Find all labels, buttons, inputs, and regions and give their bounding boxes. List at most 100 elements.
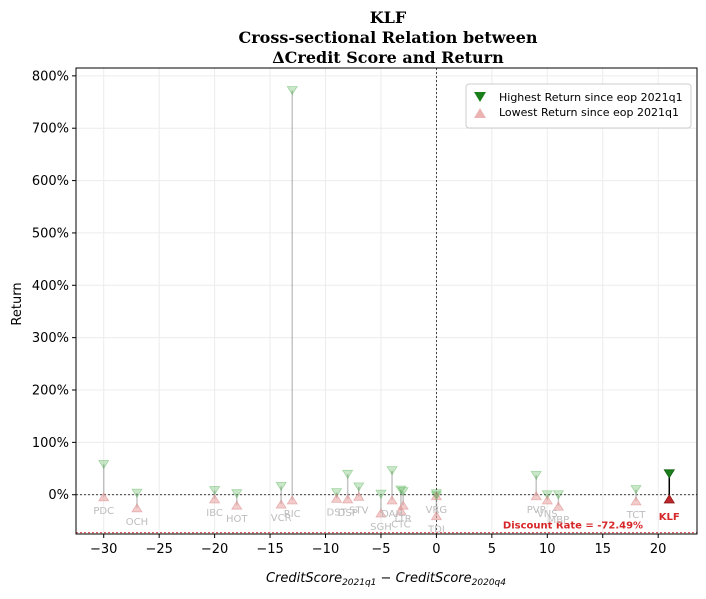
low-marker-KLF (663, 494, 675, 504)
low-marker-TDI (430, 510, 443, 521)
low-marker-TCT (630, 496, 642, 506)
low-marker-OCH (131, 503, 143, 513)
high-marker-DST (330, 488, 343, 498)
low-marker-DST (330, 493, 343, 503)
x-axis-label-main-1: CreditScore (266, 571, 342, 586)
high-marker-CTC (395, 485, 407, 495)
x-axis-label-sub-2: 2020q4 (472, 578, 507, 588)
high-marker-RIC (286, 86, 298, 96)
low-marker-VCR (275, 499, 287, 509)
high-marker-LTR (397, 487, 409, 497)
high-marker-TDI (430, 491, 443, 501)
low-marker-DAH (386, 495, 398, 505)
high-marker-SGH (375, 489, 387, 499)
company-label-TCT: TCT (626, 510, 647, 521)
x-tick-label-10: 20 (650, 542, 667, 557)
company-label-MBP: MBP (548, 515, 570, 526)
company-label-VNS: VNS (537, 509, 558, 520)
chart-title-line-1: KLF (370, 8, 407, 27)
x-axis-label: CreditScore2021q1 − CreditScore2020q4 (266, 571, 506, 588)
x-tick-label-1: −25 (145, 542, 172, 557)
discount-rate-label: Discount Rate = -72.49% (503, 521, 643, 532)
x-tick-label-2: −20 (201, 542, 228, 557)
x-tick-label-8: 10 (539, 542, 556, 557)
company-label-OCH: OCH (126, 517, 148, 528)
company-label-LTR: LTR (395, 514, 412, 525)
x-tick-label-9: 15 (594, 542, 611, 557)
return-range-stems (102, 90, 671, 516)
company-label-KLF: KLF (659, 512, 680, 523)
low-marker-PVP (530, 491, 542, 501)
y-tick-label-0: 0% (48, 488, 69, 503)
company-label-DAH: DAH (381, 509, 403, 520)
low-marker-VNS (541, 495, 554, 505)
x-tick-label-4: −10 (312, 542, 339, 557)
x-tick-label-7: 5 (488, 542, 496, 557)
chart-title-line-3: ΔCredit Score and Return (272, 48, 504, 67)
x-tick-label-6: 0 (432, 542, 440, 557)
legend-label-highest: Highest Return since eop 2021q1 (499, 91, 683, 104)
high-marker-DAH (386, 466, 398, 476)
high-marker-PDC (98, 459, 110, 470)
company-label-PVP: PVP (527, 505, 546, 516)
high-marker-VCR (275, 481, 287, 492)
low-marker-RIC (286, 495, 298, 505)
x-axis-ticks: −30 −25 −20 −15 −10 −5 0 5 10 15 20 (90, 534, 666, 557)
y-tick-label-6: 600% (32, 174, 69, 189)
legend: Highest Return since eop 2021q1 Lowest R… (465, 83, 692, 129)
company-label-STV: STV (349, 505, 368, 516)
company-label-VRG: VRG (426, 505, 448, 516)
company-label-DST: DST (327, 507, 348, 518)
y-tick-label-7: 700% (32, 122, 69, 137)
low-marker-SGH (375, 508, 387, 518)
legend-box (465, 83, 692, 129)
x-tick-label-0: −30 (90, 542, 117, 557)
y-tick-label-8: 800% (32, 69, 69, 84)
legend-marker-highest (474, 92, 486, 102)
y-tick-label-3: 300% (32, 331, 69, 346)
x-axis-label-minus: − (376, 571, 395, 586)
company-label-IBC: IBC (206, 508, 223, 519)
x-axis-label-sub-1: 2021q1 (342, 578, 376, 588)
chart-title-line-2: Cross-sectional Relation between (239, 28, 538, 47)
y-axis-label: Return (10, 282, 25, 325)
low-marker-IBC (208, 494, 221, 504)
legend-marker-lowest (474, 108, 486, 118)
low-marker-CTC (395, 505, 407, 515)
plot-area-frame (75, 67, 698, 535)
high-marker-TCT (630, 485, 642, 495)
y-axis-ticks: 0% 100% 200% 300% 400% 500% 600% 700% 800% (32, 69, 76, 503)
high-marker-HOT (231, 489, 243, 499)
company-label-PDC: PDC (93, 506, 114, 517)
company-label-HOT: HOT (226, 514, 248, 525)
high-marker-DSP (341, 469, 354, 480)
low-marker-DSP (341, 494, 354, 504)
y-tick-label-5: 500% (32, 226, 69, 241)
y-tick-label-2: 200% (32, 384, 69, 399)
high-marker-MBP (552, 490, 565, 500)
low-marker-MBP (552, 501, 565, 511)
company-label-VCR: VCR (271, 513, 292, 524)
high-marker-STV (353, 482, 365, 492)
company-label-CTC: CTC (391, 519, 411, 530)
company-label-TDI: TDI (427, 525, 445, 536)
high-marker-KLF (663, 469, 675, 479)
company-label-DSP: DSP (338, 508, 358, 519)
high-marker-VNS (541, 490, 554, 500)
low-marker-LTR (397, 500, 409, 510)
return-markers (98, 86, 675, 521)
x-tick-label-3: −15 (256, 542, 283, 557)
x-tick-label-5: −5 (371, 542, 390, 557)
high-marker-PVP (530, 470, 542, 481)
low-marker-HOT (231, 500, 243, 510)
low-marker-PDC (98, 492, 110, 502)
low-marker-STV (353, 491, 365, 501)
company-label-RIC: RIC (284, 509, 301, 520)
grid-lines (76, 68, 697, 534)
high-marker-IBC (208, 486, 221, 496)
y-tick-label-1: 100% (32, 436, 69, 451)
company-label-SGH: SGH (370, 522, 392, 533)
reference-lines: Discount Rate = -72.49% (76, 68, 697, 534)
y-tick-label-4: 400% (32, 279, 69, 294)
